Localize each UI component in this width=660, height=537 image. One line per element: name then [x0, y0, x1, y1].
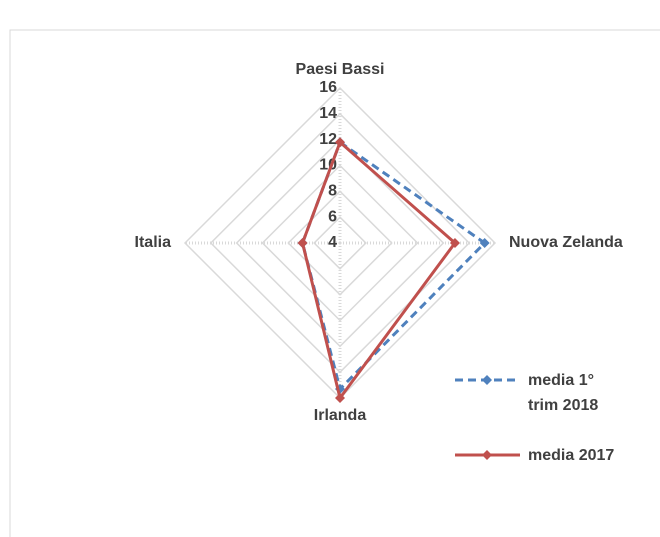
- r-tick-label: 6: [328, 208, 337, 225]
- legend-marker: [482, 375, 492, 385]
- legend-label: media 1° trim 2018: [528, 372, 599, 414]
- chart-frame: [9, 29, 660, 537]
- marker: [449, 238, 460, 248]
- r-tick-label: 12: [319, 131, 337, 148]
- legend-marker: [482, 450, 492, 460]
- marker: [335, 137, 345, 148]
- marker: [335, 393, 345, 403]
- marker: [479, 238, 490, 248]
- category-label: Paesi Bassi: [296, 61, 385, 78]
- r-tick-label: 16: [319, 79, 337, 96]
- legend-label: media 2017: [528, 447, 615, 464]
- category-label: Italia: [135, 234, 172, 251]
- grid-ring: [235, 138, 445, 348]
- marker: [297, 238, 308, 248]
- r-tick-label: 8: [328, 183, 337, 200]
- r-tick-label: 4: [328, 234, 337, 251]
- category-label: Irlanda: [314, 407, 367, 424]
- r-tick-label: 14: [319, 105, 337, 122]
- grid-ring: [261, 164, 419, 322]
- category-label: Nuova Zelanda: [509, 234, 623, 251]
- grid-ring: [313, 216, 367, 270]
